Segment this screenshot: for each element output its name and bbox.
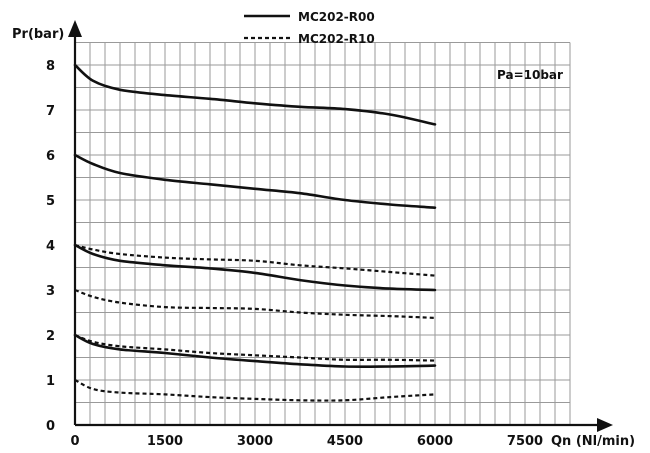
series-line-2-solid: [73, 243, 437, 292]
legend: MC202-R00 MC202-R10: [244, 10, 375, 46]
x-axis-label: Qn (Nl/min): [551, 434, 635, 449]
series-line-7-dashed: [74, 379, 436, 402]
y-axis-label: Pr(bar): [12, 27, 64, 42]
pressure-annotation: Pa=10bar: [497, 68, 563, 82]
x-tick-label-3: 4500: [327, 434, 363, 449]
chart-axes: [68, 20, 613, 432]
y-axis-arrow: [68, 20, 82, 37]
series-line-4-dashed: [74, 243, 436, 277]
y-tick-label-2: 2: [46, 329, 55, 344]
x-tick-label-5: 7500: [507, 434, 543, 449]
x-tick-label-2: 3000: [237, 434, 273, 449]
series-line-3-solid: [73, 333, 437, 369]
y-tick-label-7: 7: [46, 104, 55, 119]
x-tick-label-1: 1500: [147, 434, 183, 449]
legend-label-solid: MC202-R00: [298, 10, 375, 24]
y-tick-label-4: 4: [46, 239, 55, 254]
chart-grid: [75, 42, 571, 425]
y-tick-label-0: 0: [46, 419, 55, 434]
series-layer: [73, 63, 437, 402]
y-tick-label-3: 3: [46, 284, 55, 299]
y-tick-label-1: 1: [46, 374, 55, 389]
series-line-5-dashed: [74, 288, 436, 319]
legend-label-dashed: MC202-R10: [298, 32, 375, 46]
y-tick-label-8: 8: [46, 59, 55, 74]
series-line-1-solid: [73, 153, 437, 209]
series-line-0-solid: [73, 63, 437, 126]
tick-labels: 0 1500 3000 4500 6000 7500 0 1 2 3 4 5 6 7 8: [46, 59, 543, 449]
y-tick-label-5: 5: [46, 194, 55, 209]
x-axis-arrow: [597, 418, 613, 432]
series-line-6-dashed: [74, 333, 436, 362]
y-tick-label-6: 6: [46, 149, 55, 164]
x-tick-label-4: 6000: [417, 434, 453, 449]
x-tick-label-0: 0: [70, 434, 79, 449]
